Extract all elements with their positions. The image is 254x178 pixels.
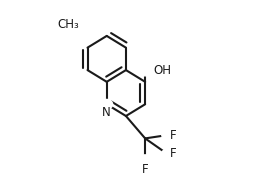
Text: F: F — [142, 163, 148, 176]
Text: F: F — [170, 147, 177, 160]
Ellipse shape — [162, 131, 171, 139]
Ellipse shape — [101, 100, 113, 109]
Ellipse shape — [138, 64, 152, 76]
Text: OH: OH — [153, 64, 171, 77]
Text: CH₃: CH₃ — [58, 18, 80, 31]
Text: F: F — [170, 129, 177, 142]
Text: N: N — [102, 106, 111, 119]
Ellipse shape — [162, 150, 171, 157]
Ellipse shape — [140, 155, 150, 163]
Ellipse shape — [79, 17, 96, 31]
